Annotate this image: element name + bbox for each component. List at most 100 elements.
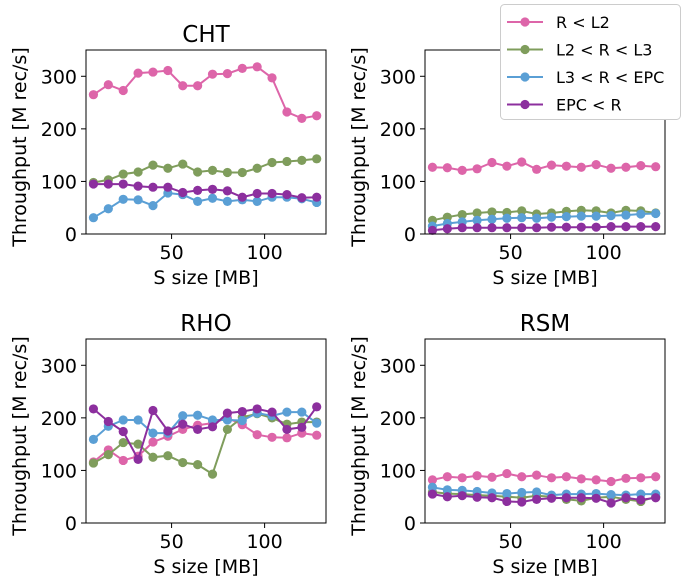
- data-point: [312, 111, 322, 121]
- data-point: [621, 222, 631, 232]
- data-point: [312, 418, 322, 428]
- legend-label: L3 < R < EPC: [556, 68, 664, 87]
- data-point: [442, 212, 452, 222]
- data-point: [442, 485, 452, 495]
- data-point: [207, 69, 218, 79]
- data-point: [297, 407, 307, 417]
- data-point: [427, 482, 438, 492]
- data-point: [282, 407, 292, 417]
- x-axis-label: S size [MB]: [153, 267, 258, 289]
- data-point: [237, 63, 247, 73]
- series-line: [93, 183, 317, 199]
- data-point: [517, 223, 527, 233]
- data-point: [312, 402, 322, 412]
- series-4: [88, 402, 322, 464]
- y-tick-label: 100: [380, 171, 416, 193]
- data-point: [576, 474, 586, 484]
- data-point: [88, 434, 99, 445]
- x-tick-label: 50: [498, 531, 522, 553]
- x-tick-label: 100: [585, 531, 621, 553]
- y-axis-label: Throughput [M rec/s]: [9, 47, 31, 248]
- data-point: [457, 223, 467, 233]
- series-line: [92, 411, 318, 441]
- legend-label: EPC < R: [556, 96, 622, 115]
- legend-box: [500, 4, 681, 120]
- data-point: [546, 222, 557, 232]
- data-point: [651, 162, 661, 172]
- data-point: [502, 496, 512, 507]
- data-point: [222, 415, 232, 425]
- data-point: [207, 415, 218, 425]
- data-point: [103, 204, 113, 214]
- x-tick-label: 100: [246, 242, 282, 264]
- data-point: [282, 107, 292, 117]
- data-point: [546, 212, 557, 222]
- x-tick-label: 50: [159, 531, 183, 553]
- data-point: [636, 473, 646, 483]
- legend-entry: L2 < R < L3: [507, 41, 652, 60]
- y-tick-label: 300: [380, 355, 416, 377]
- x-axis-label: S size [MB]: [492, 556, 597, 578]
- data-point: [103, 450, 113, 460]
- data-point: [222, 186, 232, 196]
- data-point: [576, 493, 586, 503]
- data-point: [606, 490, 616, 500]
- data-point: [237, 167, 247, 178]
- data-point: [118, 85, 128, 96]
- data-point: [252, 163, 262, 173]
- data-point: [133, 195, 143, 205]
- data-point: [517, 497, 527, 507]
- data-point: [148, 67, 158, 77]
- data-point: [178, 457, 188, 468]
- data-point: [427, 475, 438, 485]
- data-point: [561, 222, 571, 232]
- data-point: [118, 426, 128, 437]
- data-point: [517, 487, 527, 498]
- data-point: [472, 215, 482, 225]
- data-point: [178, 81, 188, 91]
- y-tick-label: 300: [380, 66, 416, 88]
- panel-1: CHT 0 100 200 300 50 100 S size [MB] Throughput …: [9, 22, 327, 289]
- data-point: [193, 424, 203, 435]
- series-line: [92, 406, 318, 462]
- data-point: [207, 469, 218, 479]
- data-point: [297, 155, 307, 165]
- data-point: [532, 470, 542, 480]
- y-tick-label: 300: [41, 355, 77, 377]
- data-point: [297, 113, 307, 123]
- data-point: [427, 162, 438, 172]
- panel-title: CHT: [182, 22, 230, 48]
- data-point: [163, 426, 173, 436]
- data-point: [472, 164, 482, 174]
- data-point: [178, 411, 188, 421]
- data-point: [517, 213, 527, 223]
- x-tick-label: 100: [585, 242, 621, 264]
- data-point: [651, 472, 661, 482]
- data-point: [297, 422, 307, 432]
- data-point: [487, 214, 497, 224]
- data-point: [163, 163, 173, 173]
- series-4: [427, 489, 661, 508]
- data-point: [442, 224, 452, 234]
- panel-title: RSM: [520, 311, 570, 337]
- data-point: [103, 416, 113, 427]
- data-point: [148, 160, 158, 170]
- data-point: [442, 472, 452, 482]
- data-point: [193, 167, 203, 177]
- plot-frame: [85, 338, 327, 524]
- legend-marker: [520, 99, 530, 110]
- panel-title: RHO: [180, 311, 231, 337]
- data-point: [148, 452, 158, 462]
- data-point: [427, 225, 438, 235]
- y-tick-label: 200: [380, 119, 416, 141]
- data-point: [118, 455, 128, 466]
- y-tick-label: 0: [65, 224, 77, 246]
- data-point: [148, 437, 158, 447]
- data-point: [118, 437, 128, 448]
- legend-entry: EPC < R: [507, 96, 622, 115]
- x-tick-label: 100: [246, 531, 282, 553]
- data-point: [457, 491, 467, 501]
- x-tick-label: 50: [498, 242, 522, 264]
- y-axis-label: Throughput [M rec/s]: [348, 47, 370, 248]
- data-point: [427, 489, 438, 499]
